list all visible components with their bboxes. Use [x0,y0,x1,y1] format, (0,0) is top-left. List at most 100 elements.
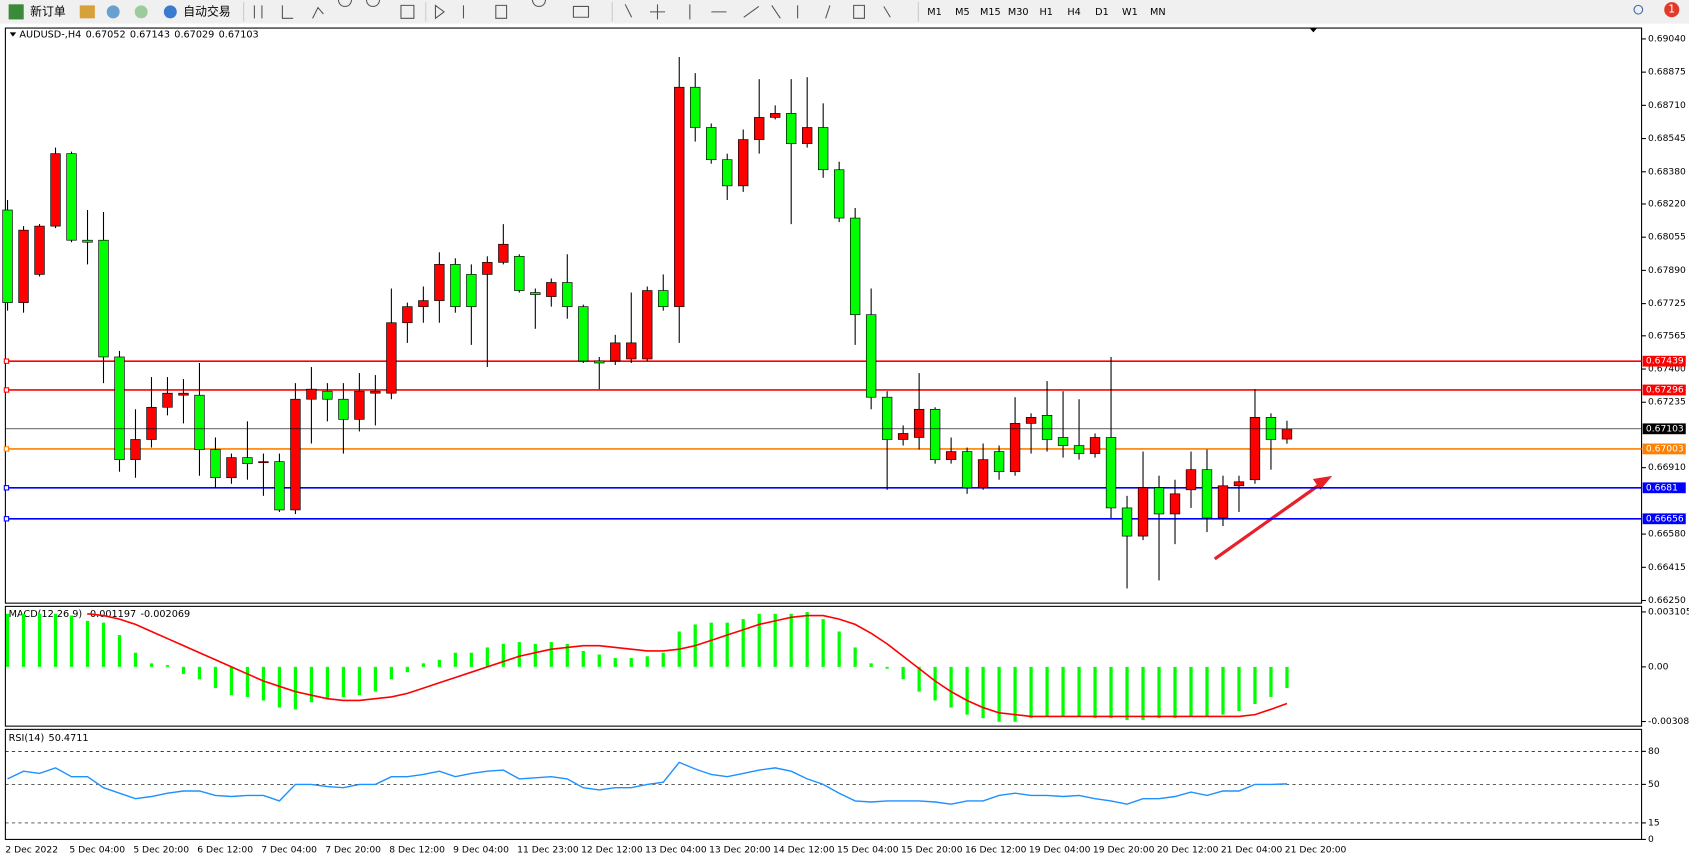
candle-body [562,282,573,307]
macd-bar [965,666,969,715]
macd-bar [725,622,729,667]
candle-body [1201,469,1213,519]
y-tick-label: 0.68380 [1648,166,1686,177]
timeframe-button[interactable]: H4 [1067,7,1080,18]
candle-body [786,113,797,144]
macd-bar [885,666,889,669]
macd-bar [437,659,441,667]
x-tick-label: 6 Dec 12:00 [197,845,253,856]
y-tick-label: 0.67725 [1648,298,1686,309]
level-price-tag [1642,355,1686,367]
candle-body [402,306,413,324]
candle-body [1249,417,1261,481]
macd-bar [21,613,26,667]
level-price-tag [1642,482,1686,494]
chart-header: AUDUSD-,H4 0.67052 0.67143 0.67029 0.67103 [19,30,258,41]
timeframe-button[interactable]: H1 [1039,7,1052,18]
timeframe-button[interactable]: MN [1150,7,1166,18]
candle-body [1057,437,1069,446]
new-order-button[interactable]: 新订单 [30,4,66,18]
current-price-label: 0.67103 [1646,423,1684,434]
candle-body [66,153,77,241]
macd-bar [629,658,633,667]
menu-triangle[interactable] [9,32,17,37]
macd-bar [949,666,953,708]
low-value: 0.67029 [174,30,214,41]
macd-bar [613,658,617,667]
candle-body [1073,445,1085,454]
macd-bar [565,643,569,667]
macd-bar [981,666,985,719]
macd-bar [453,652,457,667]
candle-body [258,461,269,464]
toolbar-icon[interactable] [106,5,120,19]
x-tick-label: 16 Dec 12:00 [965,845,1027,856]
macd-bar [837,631,841,667]
candle-body [1121,507,1133,537]
macd-bar [933,666,937,701]
level-handle [3,446,10,452]
main-panel [4,27,1643,604]
level-price-label: 0.67296 [1646,384,1684,395]
candle-body [1089,437,1101,454]
symbol: AUDUSD-,H4 [19,30,81,41]
candle-body [977,459,989,489]
macd-bar [421,663,425,667]
timeframe-button[interactable]: M30 [1008,7,1029,18]
candle-body [802,127,813,144]
x-tick-label: 7 Dec 04:00 [261,845,317,856]
y-tick-label: 0.67890 [1648,265,1686,276]
timeframe-button[interactable]: W1 [1122,7,1138,18]
y-tick-label: 50 [1648,779,1660,790]
candle-body [881,396,893,440]
candle-body [210,449,221,479]
macd-bar [501,643,505,667]
y-tick-label: 0.67400 [1648,364,1686,375]
candle-body [546,282,557,297]
toolbar-icon[interactable] [134,5,148,19]
level-handle [3,358,10,364]
toolbar-tools[interactable] [253,0,891,20]
candle-body [530,292,541,295]
notification-badge[interactable] [1664,2,1680,18]
macd-bar [901,666,905,680]
auto-trading-icon[interactable] [163,5,177,19]
macd-value: -0.001197 [86,609,136,620]
timeframe-buttons: M1 M5 M15 M30 H1 H4 D1 W1 MN [927,7,1165,18]
macd-bar [357,666,362,696]
macd-panel [4,605,1643,727]
macd-bar [181,666,186,674]
signal-value: -0.002069 [140,609,190,620]
candle-body [578,306,589,362]
candle-body [162,392,173,408]
candle-body [306,388,317,400]
macd-bar [821,619,825,667]
candle-body [929,408,941,460]
candle-body [1137,487,1149,537]
macd-bar [245,666,250,697]
candle-body [849,217,861,316]
macd-bar [1093,666,1097,719]
candle-body [1025,417,1037,424]
close-value: 0.67103 [219,30,259,41]
macd-bar [517,642,521,667]
timeframe-button[interactable]: M5 [955,7,970,18]
new-order-icon[interactable] [8,4,24,20]
timeframe-button[interactable]: M1 [927,7,942,18]
y-tick-label: 0.66415 [1648,562,1686,573]
candle-body [1009,423,1021,473]
candle-body [833,169,845,219]
toolbar-icon[interactable] [79,5,95,19]
search-icon[interactable] [1633,4,1644,15]
x-tick-label: 20 Dec 12:00 [1157,845,1219,856]
macd-bar [581,650,585,667]
timeframe-button[interactable]: D1 [1095,7,1109,18]
x-tick-label: 13 Dec 20:00 [709,845,771,856]
auto-trading-button[interactable]: 自动交易 [183,4,230,18]
timeframe-button[interactable]: M15 [980,7,1001,18]
candle-body [178,392,189,396]
macd-bar [805,612,809,667]
chart-window [0,23,1689,861]
level-handle [3,387,10,393]
